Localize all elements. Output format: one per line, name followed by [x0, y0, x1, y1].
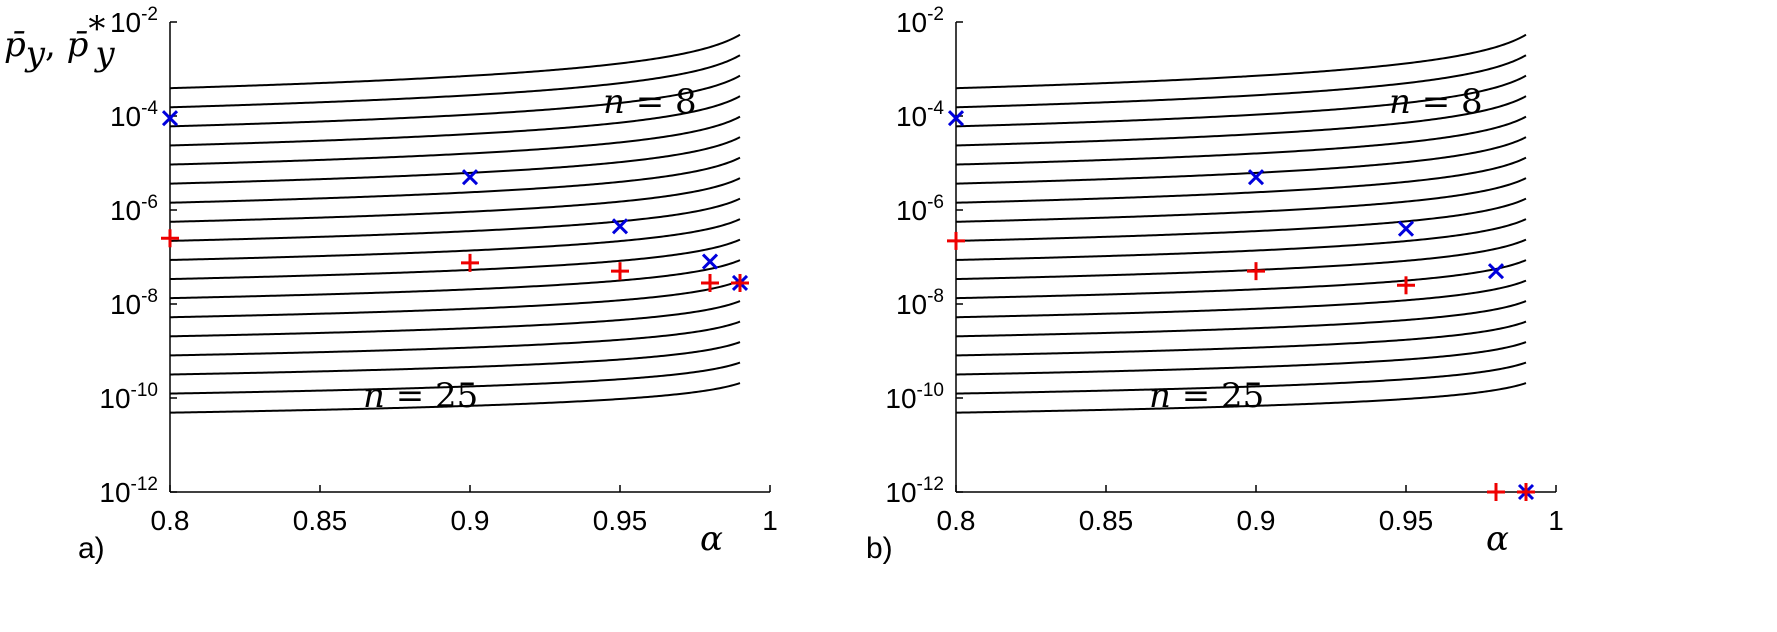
x-tick-label: 0.8	[937, 505, 976, 536]
annotation-n-bottom: n = 25	[1149, 376, 1264, 416]
y-tick-label: 10-8	[110, 286, 158, 320]
curve-family	[170, 33, 741, 414]
marker-plus-red	[1397, 276, 1415, 295]
panel-label: b)	[866, 532, 893, 565]
y-tick-label: 10-12	[885, 474, 944, 508]
y-label-sub2: y	[93, 34, 115, 74]
curve-n-16	[956, 197, 1527, 242]
marker-plus-red	[1247, 262, 1265, 281]
y-tick-label: 10-2	[110, 4, 158, 38]
curve-n-9	[956, 54, 1527, 109]
chart-panel-a: 0.8 0.85 0.9 0.95 1 10-2 10-4 10-6 10-8 10-10 10-1…	[78, 4, 778, 565]
curve-n-11	[170, 95, 741, 147]
marker-plus-red	[161, 229, 179, 248]
curve-family	[956, 33, 1527, 414]
chart-panel-b: 0.8 0.85 0.9 0.95 1 10-2 10-4 10-6 10-8 10-10 10-1…	[866, 4, 1564, 565]
curve-n-12	[956, 115, 1527, 166]
marker-x-blue	[1247, 169, 1265, 186]
x-axis-label: α	[700, 519, 723, 559]
y-tick-label: 10-2	[896, 4, 944, 38]
curve-n-20	[170, 279, 741, 319]
curve-n-18	[170, 238, 741, 281]
curve-n-9	[170, 54, 741, 109]
marker-plus-red	[1517, 483, 1535, 501]
annotation-n-top: n = 8	[1389, 82, 1483, 122]
y-tick-label: 10-6	[896, 192, 944, 226]
marker-plus-red	[701, 273, 719, 292]
marker-plus-red	[611, 262, 629, 281]
annotation-n-top: n = 8	[603, 82, 697, 122]
y-label-sup2: *	[88, 9, 105, 49]
curve-n-21	[956, 300, 1527, 338]
curve-n-25	[956, 382, 1527, 414]
y-tick-label: 10-6	[110, 192, 158, 226]
x-tick-label: 0.95	[1379, 505, 1434, 536]
x-tick-label: 0.85	[1079, 505, 1134, 536]
marker-x-blue	[1487, 263, 1505, 280]
curve-n-8	[170, 33, 741, 90]
annotation-n-bottom: n = 25	[363, 376, 478, 416]
x-axis-label: α	[1486, 519, 1509, 559]
y-label-sub: y	[24, 34, 46, 74]
curve-n-10	[170, 74, 741, 128]
curve-n-15	[170, 177, 741, 223]
marker-plus-red	[1487, 483, 1505, 501]
marker-plus-red	[947, 231, 965, 250]
curve-n-19	[170, 259, 741, 300]
curve-n-23	[956, 341, 1527, 376]
marker-x-blue	[161, 110, 179, 127]
x-tick-label: 0.85	[293, 505, 348, 536]
svg-text:p̄y, p̄*y: p̄y, p̄* y	[4, 9, 115, 74]
curve-n-24	[170, 361, 741, 395]
panel-label: a)	[78, 532, 105, 565]
y-tick-label: 10-8	[896, 286, 944, 320]
y-tick-label: 10-4	[896, 98, 944, 132]
x-tick-label: 0.95	[593, 505, 648, 536]
x-tick-label: 0.8	[151, 505, 190, 536]
curve-n-25	[170, 382, 741, 414]
curve-n-12	[170, 115, 741, 166]
marker-plus-red	[461, 253, 479, 272]
curve-n-20	[956, 279, 1527, 319]
marker-x-blue	[947, 110, 965, 127]
marker-plus-red	[731, 273, 749, 292]
curve-n-23	[170, 341, 741, 376]
curve-n-15	[956, 177, 1527, 223]
curve-n-8	[956, 33, 1527, 90]
curve-n-22	[170, 320, 741, 357]
y-tick-label: 10-12	[99, 474, 158, 508]
x-tick-label: 1	[1548, 505, 1564, 536]
curve-n-19	[956, 259, 1527, 300]
x-tick-label: 0.9	[1237, 505, 1276, 536]
curve-n-13	[170, 136, 741, 185]
y-tick-label: 10-4	[110, 98, 158, 132]
curve-n-14	[956, 156, 1527, 204]
marker-x-blue	[1397, 220, 1415, 237]
marker-x-blue	[611, 218, 629, 235]
marker-x-blue	[461, 169, 479, 186]
y-label-main2: p̄	[67, 25, 89, 65]
curve-n-14	[170, 156, 741, 204]
curve-n-13	[956, 136, 1527, 185]
curve-n-17	[956, 218, 1527, 261]
y-tick-label: 10-10	[885, 380, 944, 414]
x-tick-label: 0.9	[451, 505, 490, 536]
curve-n-11	[956, 95, 1527, 147]
curve-n-22	[956, 320, 1527, 357]
curve-n-24	[956, 361, 1527, 395]
curve-n-17	[170, 218, 741, 261]
marker-x-blue	[701, 253, 719, 270]
y-label-main: p̄	[4, 25, 26, 65]
curve-n-21	[170, 300, 741, 338]
y-label-sep: ,	[45, 25, 67, 65]
y-tick-label: 10-10	[99, 380, 158, 414]
curve-n-16	[170, 197, 741, 242]
curve-n-18	[956, 238, 1527, 281]
curve-n-10	[956, 74, 1527, 128]
y-axis-label: p̄y, p̄* y	[4, 9, 115, 74]
x-tick-label: 1	[762, 505, 778, 536]
